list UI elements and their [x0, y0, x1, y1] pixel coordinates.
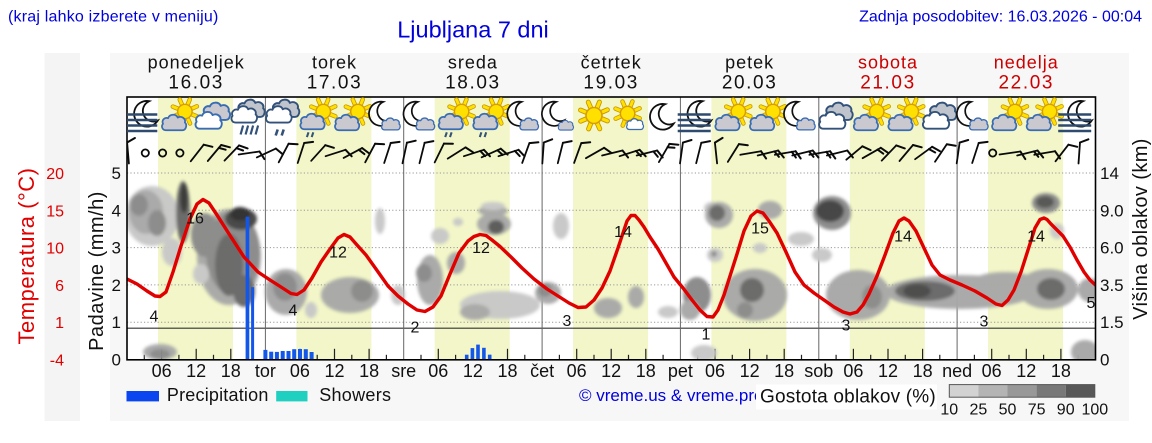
- svg-text:18: 18: [774, 361, 794, 381]
- svg-text:6.0: 6.0: [1100, 239, 1124, 258]
- svg-text:petek: petek: [725, 53, 774, 73]
- svg-text:1.5: 1.5: [1100, 313, 1124, 332]
- svg-text:1: 1: [112, 313, 121, 332]
- svg-text:12: 12: [740, 361, 760, 381]
- svg-text:18.03: 18.03: [445, 73, 501, 94]
- svg-text:10: 10: [46, 241, 64, 258]
- svg-text:3.5: 3.5: [1100, 276, 1124, 295]
- svg-text:90: 90: [1057, 402, 1075, 419]
- svg-text:tor: tor: [255, 361, 276, 381]
- svg-text:Temperatura (°C): Temperatura (°C): [14, 168, 39, 345]
- svg-text:sobota: sobota: [858, 53, 918, 73]
- svg-text:12: 12: [878, 361, 898, 381]
- svg-text:© vreme.us & vreme.pro: © vreme.us & vreme.pro: [579, 386, 763, 405]
- svg-text:21.03: 21.03: [860, 73, 916, 94]
- svg-text:ponedeljek: ponedeljek: [148, 53, 245, 73]
- svg-text:12: 12: [329, 245, 347, 262]
- svg-text:4: 4: [150, 309, 159, 326]
- svg-text:16: 16: [186, 211, 204, 228]
- svg-text:06: 06: [982, 361, 1002, 381]
- svg-text:19.03: 19.03: [583, 73, 639, 94]
- svg-text:Padavine (mm/h): Padavine (mm/h): [86, 191, 108, 351]
- svg-text:17.03: 17.03: [307, 73, 363, 94]
- svg-text:3: 3: [980, 314, 989, 331]
- svg-text:18: 18: [497, 361, 517, 381]
- svg-text:4: 4: [289, 303, 298, 320]
- svg-text:18: 18: [221, 361, 241, 381]
- svg-text:nedelja: nedelja: [994, 53, 1059, 73]
- svg-text:torek: torek: [312, 53, 357, 73]
- svg-text:75: 75: [1028, 402, 1046, 419]
- svg-text:5: 5: [1087, 295, 1096, 312]
- svg-text:12: 12: [463, 361, 483, 381]
- svg-text:50: 50: [999, 402, 1017, 419]
- svg-text:Precipitation: Precipitation: [167, 385, 269, 405]
- svg-text:06: 06: [290, 361, 310, 381]
- svg-text:06: 06: [567, 361, 587, 381]
- svg-text:18: 18: [1051, 361, 1071, 381]
- svg-text:20.03: 20.03: [722, 73, 778, 94]
- svg-text:Showers: Showers: [319, 385, 391, 405]
- svg-text:četrtek: četrtek: [581, 53, 642, 73]
- svg-text:sob: sob: [804, 361, 833, 381]
- svg-text:-4: -4: [50, 353, 64, 370]
- svg-text:12: 12: [324, 361, 344, 381]
- svg-text:6: 6: [55, 278, 64, 295]
- svg-text:20: 20: [46, 166, 64, 183]
- svg-text:0: 0: [1100, 351, 1109, 370]
- svg-text:12: 12: [601, 361, 621, 381]
- svg-text:15: 15: [751, 221, 769, 238]
- svg-text:25: 25: [970, 402, 988, 419]
- svg-text:sre: sre: [391, 361, 416, 381]
- svg-text:Ljubljana 7 dni: Ljubljana 7 dni: [397, 17, 549, 43]
- svg-text:15: 15: [46, 203, 64, 220]
- svg-text:06: 06: [705, 361, 725, 381]
- svg-text:čet: čet: [530, 361, 554, 381]
- svg-text:1: 1: [55, 315, 64, 332]
- svg-text:06: 06: [843, 361, 863, 381]
- svg-text:Gostota oblakov (%): Gostota oblakov (%): [760, 387, 936, 408]
- svg-text:pet: pet: [668, 361, 693, 381]
- svg-text:3: 3: [112, 239, 121, 258]
- svg-text:18: 18: [636, 361, 656, 381]
- svg-text:14: 14: [614, 224, 632, 241]
- svg-text:12: 12: [1016, 361, 1036, 381]
- svg-text:16.03: 16.03: [168, 73, 224, 94]
- svg-text:0: 0: [112, 351, 121, 370]
- svg-text:Višina oblakov (km): Višina oblakov (km): [1130, 138, 1152, 320]
- svg-text:Zadnja posodobitev: 16.03.2026: Zadnja posodobitev: 16.03.2026 - 00:04: [859, 9, 1142, 26]
- svg-text:18: 18: [359, 361, 379, 381]
- svg-text:12: 12: [186, 361, 206, 381]
- svg-text:3: 3: [842, 318, 851, 335]
- svg-text:22.03: 22.03: [999, 73, 1055, 94]
- svg-text:14: 14: [1027, 229, 1045, 246]
- svg-text:ned: ned: [942, 361, 972, 381]
- svg-text:14: 14: [894, 229, 912, 246]
- svg-text:9.0: 9.0: [1100, 201, 1124, 220]
- svg-text:2: 2: [411, 320, 420, 337]
- svg-text:sreda: sreda: [448, 53, 498, 73]
- svg-text:06: 06: [152, 361, 172, 381]
- svg-text:18: 18: [913, 361, 933, 381]
- svg-text:10: 10: [940, 402, 958, 419]
- svg-text:(kraj lahko izberete v meniju): (kraj lahko izberete v meniju): [8, 9, 219, 26]
- svg-text:12: 12: [472, 240, 490, 257]
- svg-text:14: 14: [1100, 164, 1119, 183]
- svg-text:5: 5: [112, 164, 121, 183]
- svg-text:100: 100: [1081, 402, 1108, 419]
- svg-text:3: 3: [563, 313, 572, 330]
- svg-text:06: 06: [428, 361, 448, 381]
- svg-text:2: 2: [112, 276, 121, 295]
- svg-text:4: 4: [112, 201, 121, 220]
- svg-text:1: 1: [702, 327, 711, 344]
